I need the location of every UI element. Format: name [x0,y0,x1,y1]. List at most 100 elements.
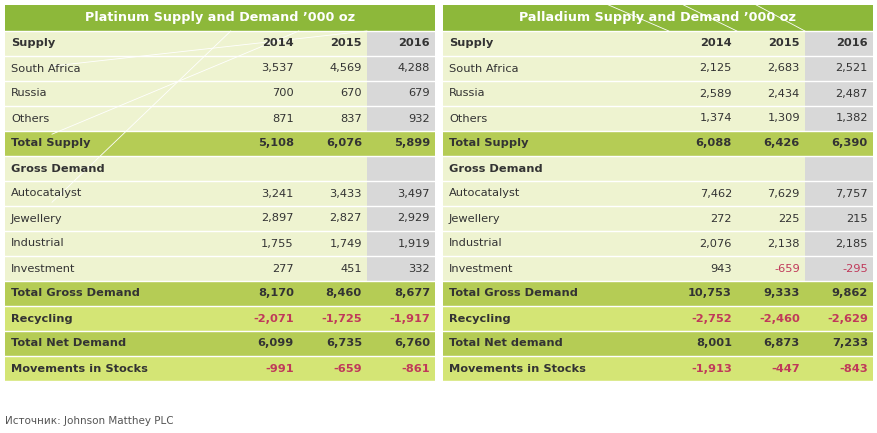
Bar [668,231,736,256]
Text: 8,677: 8,677 [394,288,430,298]
Bar [231,206,298,231]
Bar [736,281,804,306]
Text: Russia: Russia [11,88,47,98]
Bar [804,356,872,381]
Text: 3,241: 3,241 [261,188,294,198]
Bar [443,206,668,231]
Bar [367,331,434,356]
Bar [804,331,872,356]
Text: 7,629: 7,629 [766,188,799,198]
Text: 277: 277 [272,264,294,274]
Bar [298,131,367,156]
Bar [736,356,804,381]
Text: 837: 837 [339,113,361,123]
Bar [5,156,231,181]
Text: 6,426: 6,426 [763,139,799,149]
Bar [367,56,434,81]
Bar [5,56,231,81]
Bar [736,56,804,81]
Bar [736,81,804,106]
Bar [231,131,298,156]
Text: Others: Others [11,113,49,123]
Text: 2,929: 2,929 [397,213,430,223]
Bar [298,281,367,306]
Text: -2,629: -2,629 [826,313,867,323]
Bar [668,106,736,131]
Text: Industrial: Industrial [11,239,65,249]
Bar [5,306,231,331]
Text: 3,497: 3,497 [397,188,430,198]
Text: -2,460: -2,460 [759,313,799,323]
Text: 871: 871 [272,113,294,123]
Bar [736,156,804,181]
Text: Others: Others [448,113,487,123]
Text: -659: -659 [774,264,799,274]
Bar [298,231,367,256]
Text: Movements in Stocks: Movements in Stocks [11,363,147,374]
Text: -1,725: -1,725 [321,313,361,323]
Text: 8,460: 8,460 [325,288,361,298]
Bar [804,231,872,256]
Bar [443,131,668,156]
Bar [231,306,298,331]
Text: 215: 215 [845,213,867,223]
Bar [668,181,736,206]
Bar [231,156,298,181]
Text: 6,760: 6,760 [394,339,430,349]
Bar [231,356,298,381]
Text: 700: 700 [272,88,294,98]
Text: 2,827: 2,827 [329,213,361,223]
Text: Autocatalyst: Autocatalyst [448,188,520,198]
Text: Supply: Supply [11,39,55,48]
Text: 2,076: 2,076 [699,239,731,249]
Bar [231,281,298,306]
Text: Total Supply: Total Supply [11,139,90,149]
Bar [443,5,872,31]
Bar [443,81,668,106]
Text: 1,919: 1,919 [397,239,430,249]
Text: 6,076: 6,076 [325,139,361,149]
Text: Supply: Supply [448,39,493,48]
Bar [298,256,367,281]
Bar [298,81,367,106]
Text: -295: -295 [841,264,867,274]
Text: 332: 332 [408,264,430,274]
Text: 7,233: 7,233 [831,339,867,349]
Bar [231,331,298,356]
Bar [367,231,434,256]
Bar [443,306,668,331]
Bar [804,81,872,106]
Text: Total Net demand: Total Net demand [448,339,562,349]
Bar [367,181,434,206]
Text: Jewellery: Jewellery [11,213,62,223]
Text: 2,487: 2,487 [835,88,867,98]
Bar [443,56,668,81]
Bar [443,106,668,131]
Text: 451: 451 [340,264,361,274]
Bar [231,256,298,281]
Text: 3,537: 3,537 [261,64,294,74]
Bar [668,356,736,381]
Text: Jewellery: Jewellery [448,213,500,223]
Text: -447: -447 [770,363,799,374]
Bar [668,131,736,156]
Text: -991: -991 [265,363,294,374]
Text: Total Gross Demand: Total Gross Demand [11,288,139,298]
Bar [298,31,367,56]
Text: 2,185: 2,185 [835,239,867,249]
Text: 1,749: 1,749 [329,239,361,249]
Bar [443,31,668,56]
Bar [443,256,668,281]
Bar [5,5,434,31]
Bar [668,156,736,181]
Bar [736,206,804,231]
Text: 1,374: 1,374 [699,113,731,123]
Bar [298,356,367,381]
Bar [668,206,736,231]
Text: 2014: 2014 [700,39,731,48]
Text: -843: -843 [838,363,867,374]
Bar [804,306,872,331]
Text: 2016: 2016 [398,39,430,48]
Text: 225: 225 [778,213,799,223]
Text: 2014: 2014 [262,39,294,48]
